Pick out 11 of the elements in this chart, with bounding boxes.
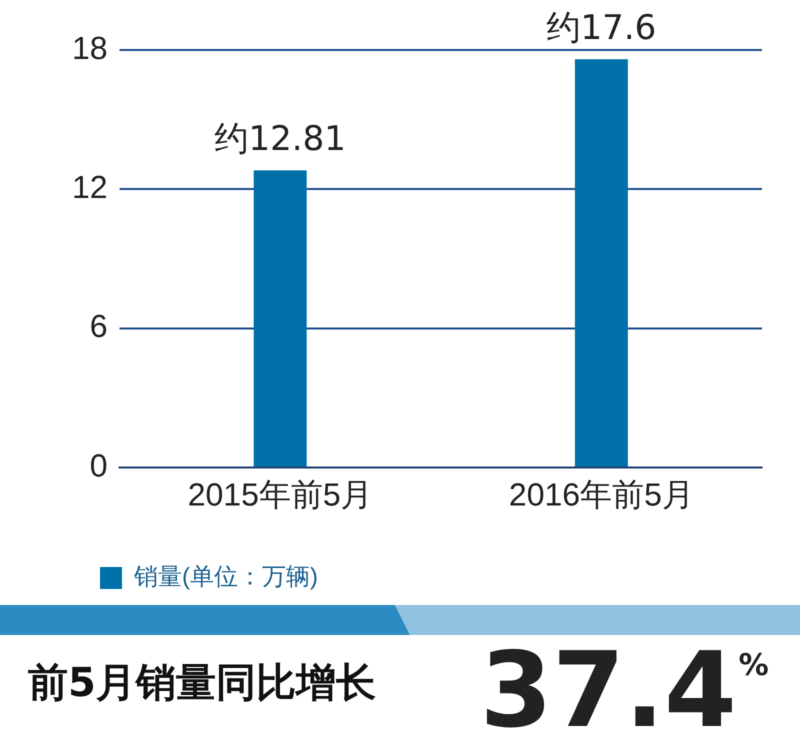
x-tick-label: 2016年前5月 [508,476,694,513]
y-tick-label: 18 [72,30,108,66]
y-tick-label: 12 [72,169,108,206]
text: 前5月销量同比增长 [28,659,376,708]
y-tick-label: 0 [90,447,108,484]
data-label: 约12.81 [214,119,346,160]
text: 37.4$^{%}$ [480,629,769,751]
legend-label: 销量(单位：万辆) [133,564,318,591]
y-tick-label: 6 [90,308,108,344]
data-label: 约17.6 [546,8,656,48]
x-tick-label: 2015年前5月 [188,476,373,513]
